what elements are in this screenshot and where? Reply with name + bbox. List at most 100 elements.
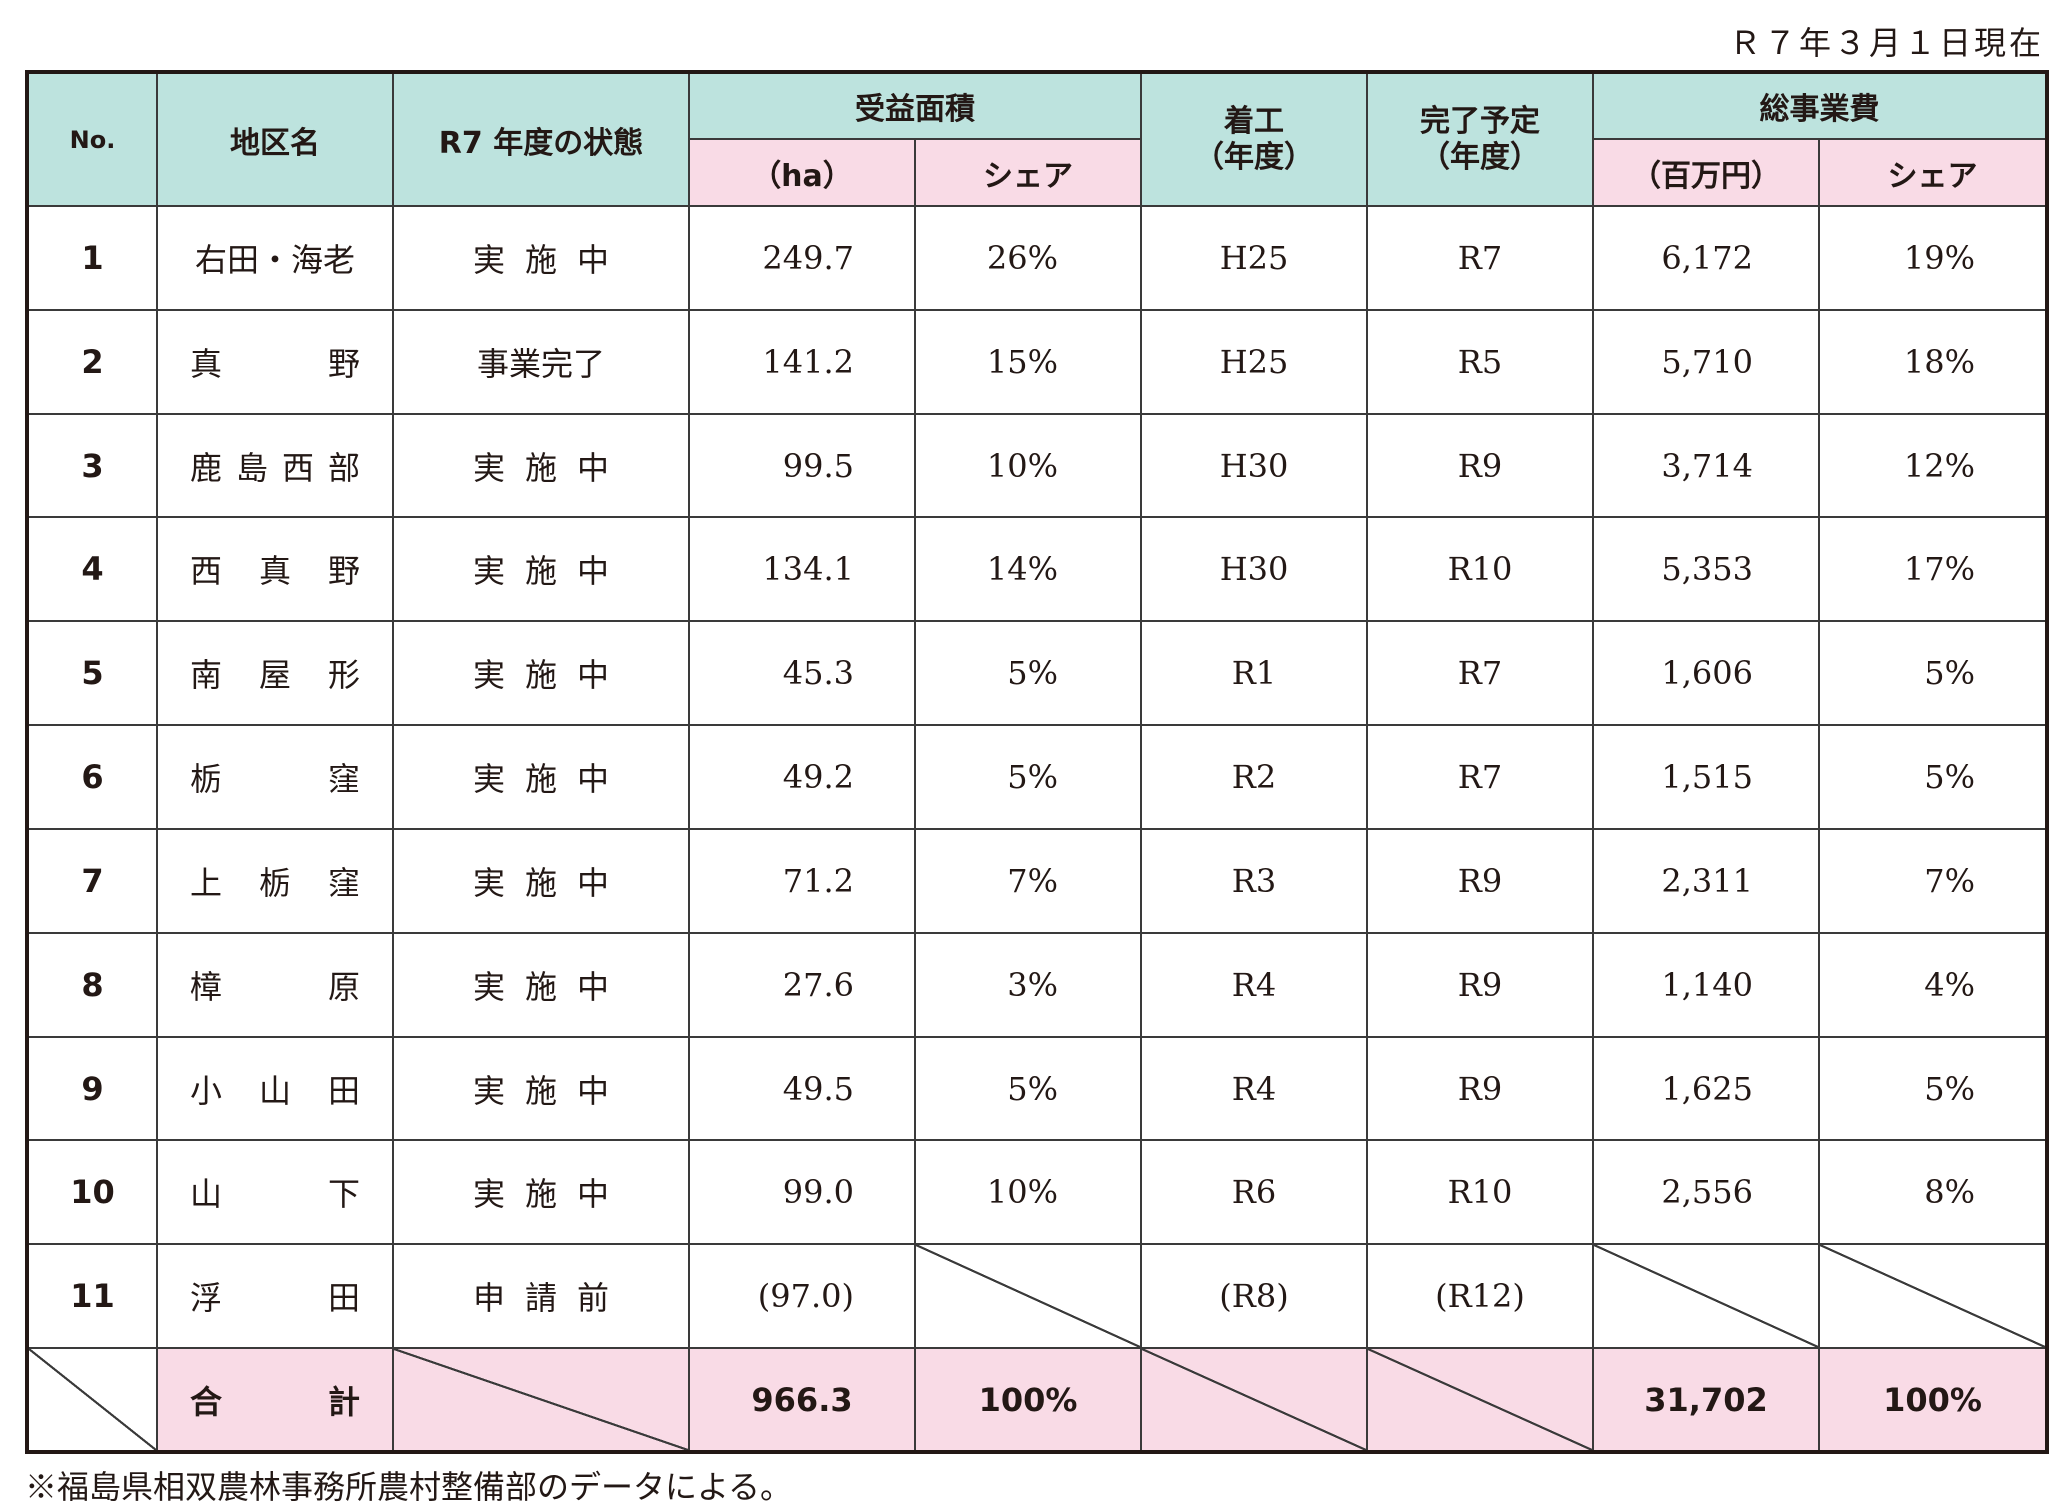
- area-share: 26%: [914, 205, 1142, 311]
- header-cost-unit: （百万円）: [1592, 138, 1820, 207]
- project-status-text: 実施中: [472, 240, 629, 279]
- row-no: 11: [26, 1243, 158, 1350]
- row-no: 1: [26, 205, 158, 311]
- row-no: 4: [26, 516, 158, 623]
- district-name-char: 野: [327, 344, 360, 383]
- table-row: 4 西真野 実施中 134.1 14% H30 R10 5,353 17%: [26, 516, 2048, 623]
- benefit-area: 99.0: [688, 1139, 916, 1246]
- district-name: 右田・海老: [156, 205, 394, 311]
- district-name-char: 浮: [190, 1279, 223, 1318]
- district-name-char: 栃: [258, 863, 291, 902]
- complete-year: R9: [1366, 412, 1594, 519]
- project-status-text: 実施中: [472, 967, 629, 1006]
- start-year: R3: [1140, 827, 1368, 934]
- header-cost-group: 総事業費: [1592, 71, 2048, 140]
- total-cost: 6,172: [1592, 205, 1820, 311]
- project-status: 実施中: [392, 516, 690, 623]
- start-year: H25: [1140, 308, 1368, 415]
- project-status: 実施中: [392, 1035, 690, 1142]
- header-area-group: 受益面積: [688, 71, 1142, 140]
- project-status-text: 実施中: [472, 656, 629, 695]
- table-row: 6 栃窪実施中 49.2 5% R2 R7 1,515 5%: [26, 724, 2048, 830]
- cost-share: 5%: [1818, 1035, 2048, 1142]
- district-name-char: 西: [190, 552, 223, 591]
- benefit-area: 45.3: [688, 620, 916, 727]
- district-name-chars: 山下: [158, 1169, 392, 1215]
- table-body: 1 右田・海老 実施中 249.7 26% H25 R7 6,172 19% 2 真野事業完了 141…: [26, 205, 2048, 1453]
- table-row: 1 右田・海老 実施中 249.7 26% H25 R7 6,172 19%: [26, 205, 2048, 311]
- district-name-char: 原: [327, 967, 360, 1006]
- project-status: 実施中: [392, 620, 690, 727]
- row-no: 2: [26, 308, 158, 415]
- district-name: 山下: [156, 1139, 394, 1246]
- total-no-blank: [26, 1347, 158, 1453]
- district-name-char: 部: [327, 448, 360, 487]
- cost-share: 7%: [1818, 827, 2048, 934]
- total-label-chars: 合計: [158, 1377, 392, 1423]
- district-name-chars: 上栃窪: [158, 858, 392, 904]
- total-cost: 31,702: [1592, 1347, 1820, 1453]
- complete-year: R5: [1366, 308, 1594, 415]
- district-name-char: 田: [327, 1279, 360, 1318]
- district-name-char: 屋: [258, 656, 291, 695]
- start-year: H25: [1140, 205, 1368, 311]
- complete-year: R10: [1366, 1139, 1594, 1246]
- total-cost: 3,714: [1592, 412, 1820, 519]
- area-share: 3%: [914, 931, 1142, 1038]
- district-name-char: 真: [190, 344, 223, 383]
- row-no: 7: [26, 827, 158, 934]
- benefit-area: (97.0): [688, 1243, 916, 1350]
- total-area-share: 100%: [914, 1347, 1142, 1453]
- complete-year: R10: [1366, 516, 1594, 623]
- row-no: 5: [26, 620, 158, 727]
- total-cost: 1,515: [1592, 724, 1820, 830]
- header-cost-share: シェア: [1818, 138, 2048, 207]
- area-share: 5%: [914, 724, 1142, 830]
- district-name-char: 真: [258, 552, 291, 591]
- header-start-line1: 着工: [1224, 103, 1284, 139]
- project-status-text: 実施中: [472, 863, 629, 902]
- total-cost: 5,710: [1592, 308, 1820, 415]
- district-name: 真野: [156, 308, 394, 415]
- total-cost: [1592, 1243, 1820, 1350]
- benefit-area: 249.7: [688, 205, 916, 311]
- benefit-area: 71.2: [688, 827, 916, 934]
- start-year: R4: [1140, 1035, 1368, 1142]
- project-table-wrapper: No. 地区名 R7 年度の状態 受益面積 着工 （年度） 完了予定 （年度） …: [25, 70, 2049, 1454]
- district-name-char: 野: [327, 552, 360, 591]
- district-name-char: 鹿: [190, 448, 223, 487]
- benefit-area: 27.6: [688, 931, 916, 1038]
- district-name: 鹿島西部: [156, 412, 394, 519]
- district-name-char: 山: [258, 1071, 291, 1110]
- project-status: 実施中: [392, 205, 690, 311]
- district-name-char: 形: [327, 656, 360, 695]
- project-status: 事業完了: [392, 308, 690, 415]
- district-name-char: 西: [281, 448, 314, 487]
- area-share: 14%: [914, 516, 1142, 623]
- total-cost: 2,556: [1592, 1139, 1820, 1246]
- header-start-year: 着工 （年度）: [1140, 71, 1368, 207]
- header-complete-year: 完了予定 （年度）: [1366, 71, 1594, 207]
- district-name-char: 島: [235, 448, 268, 487]
- row-no: 9: [26, 1035, 158, 1142]
- total-complete-blank: [1366, 1347, 1594, 1453]
- project-status-text: 実施中: [472, 1071, 629, 1110]
- district-name-char: 窪: [327, 760, 360, 799]
- benefit-area: 49.2: [688, 724, 916, 830]
- district-name-chars: 浮田: [158, 1273, 392, 1319]
- header-complete-line2: （年度）: [1420, 139, 1540, 175]
- total-cost: 1,140: [1592, 931, 1820, 1038]
- cost-share: 4%: [1818, 931, 2048, 1038]
- row-no: 10: [26, 1139, 158, 1246]
- district-name-chars: 樟原: [158, 962, 392, 1008]
- project-status-text: 実施中: [472, 448, 629, 487]
- header-status: R7 年度の状態: [392, 71, 690, 207]
- area-share: [914, 1243, 1142, 1350]
- footnote: ※福島県相双農林事務所農村整備部のデータによる。: [25, 1468, 793, 1506]
- district-name-chars: 小山田: [158, 1066, 392, 1112]
- cost-share: 8%: [1818, 1139, 2048, 1246]
- start-year: R4: [1140, 931, 1368, 1038]
- project-status-text: 実施中: [472, 552, 629, 591]
- total-area: 966.3: [688, 1347, 916, 1453]
- district-name: 南屋形: [156, 620, 394, 727]
